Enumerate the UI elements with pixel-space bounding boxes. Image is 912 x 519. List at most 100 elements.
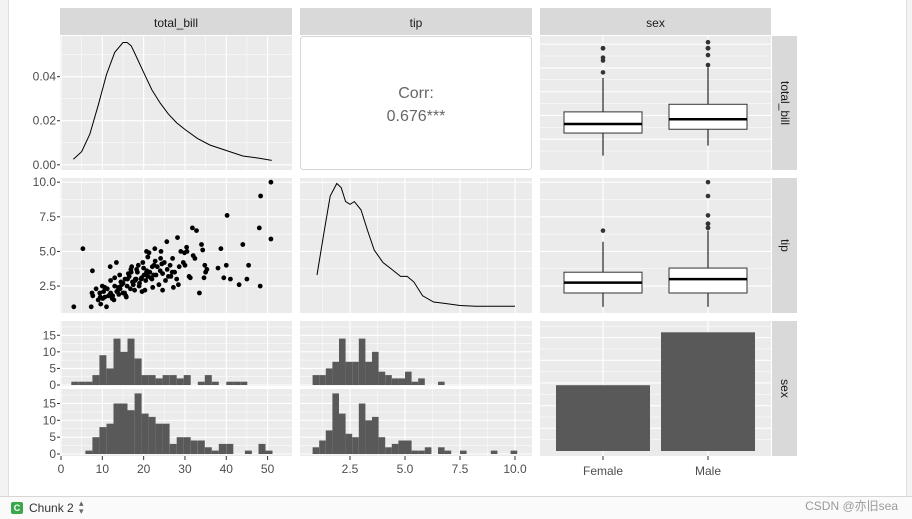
histogram-bar xyxy=(444,450,452,454)
histogram-bar xyxy=(438,447,445,454)
scatter-point xyxy=(117,286,123,292)
strip-right-label-total_bill: total_bill xyxy=(778,81,792,125)
density-line-total-bill xyxy=(73,42,272,161)
y-tick-label-tip: 7.5 xyxy=(39,210,56,224)
scatter-point xyxy=(190,225,195,231)
histogram-bar xyxy=(418,378,425,385)
scatter-point xyxy=(136,283,142,289)
scatter-point xyxy=(145,254,151,260)
histogram-bar xyxy=(372,416,379,454)
strip-top-label-sex: sex xyxy=(646,16,665,30)
histogram-bar xyxy=(113,403,121,454)
histogram-bar xyxy=(510,450,518,454)
bar-female xyxy=(556,385,650,451)
scatter-point xyxy=(124,283,130,289)
histogram-bar xyxy=(345,433,353,454)
histogram-bar xyxy=(240,381,248,385)
chunk-selector[interactable]: Chunk 2 xyxy=(29,501,74,515)
histogram-bar xyxy=(265,450,273,454)
chunk-nav-arrows-icon[interactable]: ▴ ▾ xyxy=(79,498,84,516)
histogram-bar xyxy=(85,381,93,385)
histogram-bar xyxy=(176,437,184,454)
histogram-bar xyxy=(226,443,234,454)
histogram-bar xyxy=(85,450,93,454)
scatter-point xyxy=(215,265,221,271)
histogram-bar xyxy=(127,410,135,454)
x-tick-label-total-bill: 30 xyxy=(178,462,192,476)
histogram-bar xyxy=(339,413,346,454)
scatter-point xyxy=(160,287,166,293)
scatter-point xyxy=(107,264,113,270)
scatter-point xyxy=(102,294,108,300)
scatter-point xyxy=(143,278,149,283)
histogram-bar xyxy=(141,375,149,385)
scatter-point xyxy=(187,275,193,281)
scatter-point xyxy=(184,249,190,254)
histogram-bar xyxy=(391,443,399,454)
y-tick-label-count-female: 15 xyxy=(43,328,57,342)
scatter-point xyxy=(139,289,145,294)
histogram-bar xyxy=(460,450,467,454)
scatter-point xyxy=(123,293,129,299)
histogram-bar xyxy=(365,361,372,385)
scatter-point xyxy=(224,213,230,218)
histogram-bar xyxy=(92,437,100,454)
scatter-point xyxy=(246,262,252,268)
scatter-point xyxy=(172,269,178,275)
histogram-bar xyxy=(405,440,412,454)
scatter-point xyxy=(221,275,227,281)
histogram-bar xyxy=(391,378,399,385)
y-tick-label-tip: 10.0 xyxy=(33,175,57,189)
histogram-bar xyxy=(332,393,339,454)
x-tick-label-total-bill: 20 xyxy=(137,462,151,476)
scatter-point xyxy=(168,274,174,279)
scatter-point xyxy=(228,276,233,282)
histogram-bar xyxy=(141,413,149,454)
scatter-point xyxy=(90,268,95,274)
scatter-point xyxy=(258,193,263,199)
histogram-bar xyxy=(134,393,142,454)
scatter-point xyxy=(202,262,208,268)
histogram-bar xyxy=(190,440,198,454)
histogram-bar xyxy=(345,361,353,385)
boxplot-tip-outlier-male xyxy=(705,179,711,185)
scatter-point xyxy=(89,290,95,296)
scatter-point xyxy=(80,246,86,252)
boxplot-tip-outlier-female xyxy=(600,228,606,233)
scatter-point xyxy=(135,262,141,268)
x-tick-label-tip: 7.5 xyxy=(452,462,469,476)
x-tick-label-sex-female: Female xyxy=(583,464,623,478)
boxplot-total-bill-box-male xyxy=(668,103,748,130)
histogram-bar xyxy=(319,375,326,385)
scatter-point xyxy=(158,256,164,261)
x-tick-label-total-bill: 40 xyxy=(220,462,234,476)
scatter-point xyxy=(164,239,170,245)
histogram-bar xyxy=(352,361,359,385)
boxplot-total-bill-outlier-male xyxy=(705,52,711,58)
histogram-bar xyxy=(99,355,107,385)
scatter-point xyxy=(197,290,202,296)
scatter-point xyxy=(149,264,155,270)
histogram-bar xyxy=(405,371,412,385)
scatter-point xyxy=(125,276,130,282)
x-tick-label-tip: 10.0 xyxy=(503,462,527,476)
histogram-bar xyxy=(127,338,135,385)
boxplot-total-bill-outlier-male xyxy=(705,45,711,51)
boxplot-total-bill-outlier-male xyxy=(705,62,711,68)
pairs-plot: total_bill tip sextotal_billtipsex0.000.02… xyxy=(33,8,797,478)
strip-right-label-tip: tip xyxy=(778,239,792,252)
histogram-bar xyxy=(120,351,128,385)
histogram-bar xyxy=(169,443,177,454)
y-tick-label-count-female: 10 xyxy=(43,345,57,359)
boxplot-tip-box-male xyxy=(668,267,748,294)
right-scrollbar[interactable] xyxy=(906,0,912,496)
scatter-point xyxy=(127,286,133,292)
boxplot-tip-outlier-male xyxy=(705,213,711,218)
scatter-point xyxy=(199,242,204,247)
histogram-bar xyxy=(218,443,227,454)
scatter-point xyxy=(244,276,250,282)
boxplot-tip-outlier-male xyxy=(705,225,711,231)
scatter-point xyxy=(154,264,160,270)
scatter-point xyxy=(268,236,274,242)
boxplot-total-bill-outlier-female xyxy=(600,45,606,51)
